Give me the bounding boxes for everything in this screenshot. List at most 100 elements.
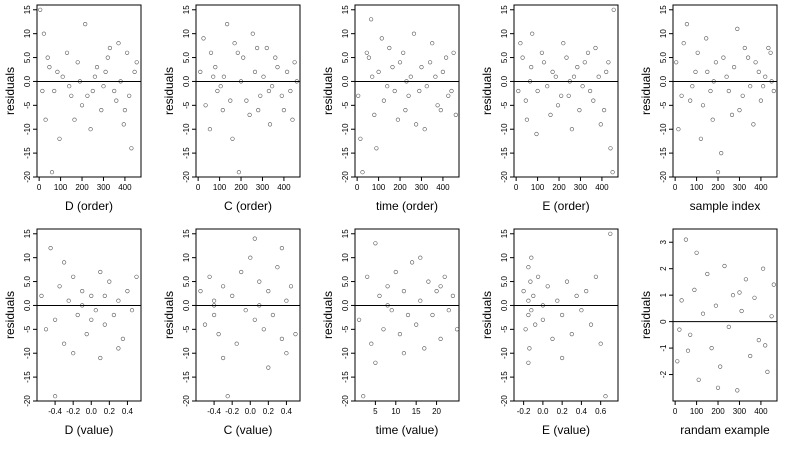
scatter-panel: 0 100 200 300 400 -20 -15 -10 -5 0.0 5.0 10 15 E (ord… bbox=[480, 4, 619, 213]
data-point bbox=[611, 7, 616, 12]
y-tick-label: -10 bbox=[182, 347, 191, 359]
data-point bbox=[121, 122, 126, 127]
data-point bbox=[527, 346, 532, 351]
data-point bbox=[116, 346, 121, 351]
data-point bbox=[688, 332, 693, 337]
data-point bbox=[520, 55, 525, 60]
data-point bbox=[64, 50, 70, 55]
data-point bbox=[266, 289, 271, 294]
data-point bbox=[694, 250, 699, 255]
data-point bbox=[451, 50, 456, 55]
data-point bbox=[292, 60, 297, 65]
data-point bbox=[94, 64, 100, 70]
y-tick-label: 5.0 bbox=[500, 275, 509, 287]
data-point bbox=[748, 84, 753, 89]
data-point bbox=[401, 50, 406, 55]
data-point bbox=[765, 369, 770, 375]
y-tick-label: 10 bbox=[341, 253, 350, 262]
y-axis-title: residuals bbox=[639, 67, 653, 115]
y-tick-label: -15 bbox=[341, 147, 350, 159]
y-tick-label: 5.0 bbox=[23, 275, 32, 287]
y-tick-label: 0 bbox=[659, 319, 668, 324]
x-tick-label: 0.2 bbox=[557, 407, 569, 416]
data-point bbox=[435, 103, 440, 108]
y-tick-label: -20 bbox=[23, 395, 32, 407]
x-tick-label: 400 bbox=[595, 183, 609, 192]
data-point bbox=[52, 394, 58, 399]
x-tick-label: 0 bbox=[37, 183, 42, 192]
data-point bbox=[593, 45, 598, 51]
data-point bbox=[116, 298, 121, 303]
y-tick-label: -10 bbox=[659, 123, 668, 135]
data-point bbox=[252, 69, 258, 74]
data-point bbox=[705, 69, 710, 74]
data-point bbox=[201, 36, 206, 41]
data-point bbox=[603, 394, 608, 399]
data-point bbox=[752, 295, 757, 300]
data-point bbox=[438, 336, 443, 342]
y-tick-label: 15 bbox=[341, 229, 350, 238]
y-tick-label: -15 bbox=[500, 147, 509, 159]
data-point bbox=[79, 103, 85, 108]
y-axis-title: residuals bbox=[3, 291, 17, 339]
x-axis-title: randam example bbox=[680, 423, 770, 437]
data-point bbox=[722, 263, 727, 269]
data-point bbox=[577, 107, 582, 113]
data-point bbox=[756, 69, 761, 74]
data-point bbox=[57, 136, 62, 141]
data-point bbox=[75, 312, 80, 318]
data-point bbox=[357, 317, 362, 322]
y-tick-label: 0.0 bbox=[23, 299, 32, 311]
data-point bbox=[390, 64, 395, 70]
data-point bbox=[284, 298, 289, 303]
data-point bbox=[748, 353, 753, 359]
y-tick-label: 5.0 bbox=[341, 275, 350, 287]
scatter-panel: 0 100 200 300 400 -20 -15 -10 -5 0.0 5.0 10 15 D (ord… bbox=[3, 4, 142, 213]
data-point bbox=[559, 355, 565, 361]
data-point bbox=[516, 88, 521, 94]
data-point bbox=[122, 107, 127, 113]
data-point bbox=[564, 55, 569, 60]
data-point bbox=[564, 279, 570, 284]
data-point bbox=[692, 287, 697, 293]
x-tick-label: 300 bbox=[733, 407, 747, 416]
scatter-panel: 0 100 200 300 400 -2 -1 0 1 2 3 randam example resid… bbox=[639, 228, 778, 437]
data-point bbox=[75, 60, 80, 65]
data-point bbox=[683, 237, 689, 242]
data-point bbox=[134, 60, 139, 65]
data-point bbox=[739, 308, 744, 314]
y-tick-label: 15 bbox=[182, 5, 191, 14]
data-point bbox=[228, 98, 233, 103]
data-point bbox=[419, 64, 424, 70]
data-point bbox=[279, 336, 285, 342]
y-axis-title: residuals bbox=[162, 67, 176, 115]
data-point bbox=[213, 64, 218, 70]
data-point bbox=[98, 355, 103, 361]
y-tick-label: -10 bbox=[500, 347, 509, 359]
data-point bbox=[389, 308, 394, 313]
data-point bbox=[52, 88, 57, 94]
data-point bbox=[40, 88, 45, 94]
data-point bbox=[545, 84, 550, 89]
y-tick-label: -10 bbox=[23, 347, 32, 359]
data-point bbox=[275, 265, 280, 270]
y-tick-label: -20 bbox=[341, 171, 350, 183]
data-point bbox=[569, 127, 575, 132]
y-tick-label: -15 bbox=[23, 147, 32, 159]
data-point bbox=[709, 346, 714, 351]
data-point bbox=[530, 31, 535, 36]
data-point bbox=[674, 60, 679, 65]
data-point bbox=[726, 324, 731, 330]
y-tick-label: -5 bbox=[341, 325, 350, 333]
x-tick-label: 0 bbox=[355, 183, 360, 192]
plot-frame bbox=[36, 228, 142, 402]
data-point bbox=[230, 293, 235, 299]
x-tick-label: 300 bbox=[256, 183, 270, 192]
data-point bbox=[129, 308, 135, 313]
data-point bbox=[540, 317, 546, 322]
x-tick-label: 300 bbox=[733, 183, 747, 192]
data-point bbox=[438, 107, 443, 113]
y-tick-label: -5 bbox=[23, 325, 32, 333]
data-point bbox=[216, 332, 221, 337]
data-point bbox=[107, 279, 112, 284]
